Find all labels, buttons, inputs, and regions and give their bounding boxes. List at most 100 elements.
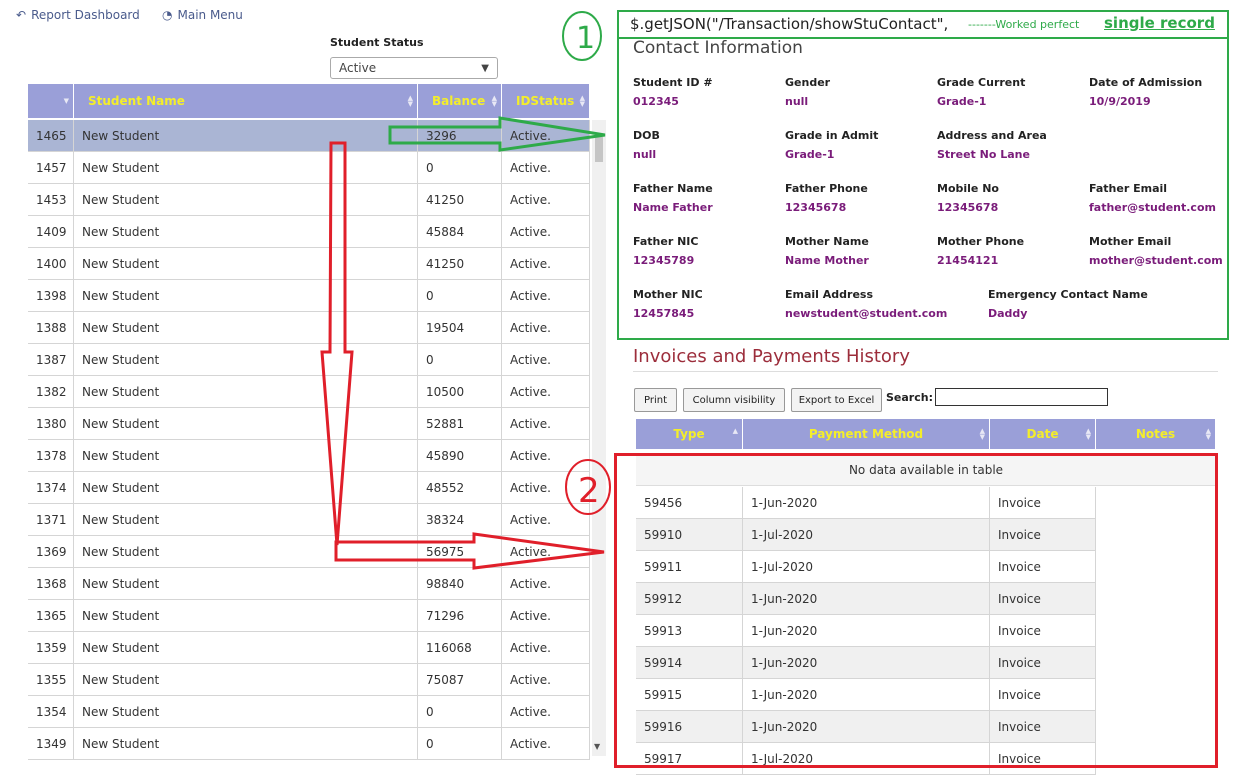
field-value: 012345	[633, 95, 679, 108]
cell-type: 59910	[636, 519, 743, 551]
table-row[interactable]: 1365 New Student 71296 Active.	[28, 600, 590, 632]
table-row[interactable]: 59916 1-Jun-2020 Invoice	[636, 711, 1096, 743]
cell-student-name: New Student	[74, 696, 418, 727]
cell-type: 59456	[636, 487, 743, 519]
table-row[interactable]: 1368 New Student 98840 Active.	[28, 568, 590, 600]
table-row[interactable]: 1355 New Student 75087 Active.	[28, 664, 590, 696]
cell-id: 1400	[28, 248, 74, 279]
table-row[interactable]: 1359 New Student 116068 Active.	[28, 632, 590, 664]
scrollbar-thumb[interactable]	[595, 137, 603, 162]
table-row[interactable]: 1465 New Student 3296 Active.	[28, 120, 590, 152]
table-row[interactable]: 1380 New Student 52881 Active.	[28, 408, 590, 440]
students-scrollbar[interactable]	[592, 120, 606, 756]
table-row[interactable]: 1371 New Student 38324 Active.	[28, 504, 590, 536]
table-row[interactable]: 1387 New Student 0 Active.	[28, 344, 590, 376]
table-row[interactable]: 1369 New Student 56975 Active.	[28, 536, 590, 568]
students-table-body: 1465 New Student 3296 Active. 1457 New Studen…	[28, 120, 590, 760]
cell-balance: 45890	[418, 440, 502, 471]
student-status-select[interactable]: Active ▼	[330, 57, 498, 79]
column-header-balance[interactable]: Balance ▲ ▼	[418, 84, 502, 118]
cell-balance: 41250	[418, 184, 502, 215]
contact-highlight-box	[617, 10, 1229, 340]
column-header-label: Notes	[1135, 427, 1176, 441]
red-right-arrow-icon	[334, 532, 605, 570]
field-label: Father NIC	[633, 235, 699, 248]
table-row[interactable]: 1354 New Student 0 Active.	[28, 696, 590, 728]
sort-icon: ▲ ▼	[407, 94, 413, 108]
export-excel-button[interactable]: Export to Excel	[791, 388, 882, 412]
table-row[interactable]: 1388 New Student 19504 Active.	[28, 312, 590, 344]
field-value: Grade-1	[785, 148, 835, 161]
column-header-type[interactable]: Type ▲	[636, 419, 743, 449]
table-row[interactable]: 1349 New Student 0 Active.	[28, 728, 590, 760]
cell-student-name: New Student	[74, 568, 418, 599]
table-row[interactable]: 1398 New Student 0 Active.	[28, 280, 590, 312]
field-value: Grade-1	[937, 95, 987, 108]
cell-date: Invoice	[990, 551, 1096, 583]
cell-status: Active.	[502, 696, 590, 727]
cell-id: 1368	[28, 568, 74, 599]
table-row[interactable]: 59914 1-Jun-2020 Invoice	[636, 647, 1096, 679]
column-header-id[interactable]: ▼	[28, 84, 74, 118]
table-row[interactable]: 59912 1-Jun-2020 Invoice	[636, 583, 1096, 615]
red-down-arrow-icon	[320, 141, 354, 546]
table-row[interactable]: 1457 New Student 0 Active.	[28, 152, 590, 184]
table-row[interactable]: 59915 1-Jun-2020 Invoice	[636, 679, 1096, 711]
cell-student-name: New Student	[74, 248, 418, 279]
table-row[interactable]: 59911 1-Jul-2020 Invoice	[636, 551, 1096, 583]
table-row[interactable]: 1453 New Student 41250 Active.	[28, 184, 590, 216]
main-menu-link[interactable]: ◔ Main Menu	[162, 8, 243, 22]
cell-balance: 52881	[418, 408, 502, 439]
cell-status: Active.	[502, 728, 590, 759]
table-row[interactable]: 59913 1-Jun-2020 Invoice	[636, 615, 1096, 647]
cell-student-name: New Student	[74, 312, 418, 343]
print-button[interactable]: Print	[634, 388, 677, 412]
cell-payment-method: 1-Jun-2020	[743, 583, 990, 615]
cell-student-name: New Student	[74, 184, 418, 215]
column-header-date[interactable]: Date ▲ ▼	[990, 419, 1096, 449]
search-label: Search:	[886, 391, 933, 404]
cell-payment-method: 1-Jun-2020	[743, 679, 990, 711]
column-visibility-button[interactable]: Column visibility	[683, 388, 785, 412]
cell-type: 59912	[636, 583, 743, 615]
table-row[interactable]: 1374 New Student 48552 Active.	[28, 472, 590, 504]
table-row[interactable]: 1400 New Student 41250 Active.	[28, 248, 590, 280]
cell-date: Invoice	[990, 615, 1096, 647]
annotation-single-record: single record	[1104, 14, 1215, 32]
cell-status: Active.	[502, 216, 590, 247]
cell-type: 59916	[636, 711, 743, 743]
table-row[interactable]: 1382 New Student 10500 Active.	[28, 376, 590, 408]
cell-student-name: New Student	[74, 216, 418, 247]
table-row[interactable]: 59917 1-Jul-2020 Invoice	[636, 743, 1096, 775]
field-label: Father Email	[1089, 182, 1168, 195]
table-row[interactable]: 59456 1-Jun-2020 Invoice	[636, 487, 1096, 519]
column-header-notes[interactable]: Notes ▲ ▼	[1096, 419, 1216, 449]
column-header-label: Balance	[432, 94, 486, 108]
cell-id: 1409	[28, 216, 74, 247]
cell-student-name: New Student	[74, 504, 418, 535]
field-label: Gender	[785, 76, 831, 89]
cell-balance: 10500	[418, 376, 502, 407]
back-arrow-icon: ↶	[16, 8, 27, 22]
field-label: Address and Area	[937, 129, 1047, 142]
scroll-down-icon[interactable]: ▼	[594, 742, 601, 751]
contact-highlight-divider	[617, 37, 1229, 39]
field-label: Date of Admission	[1089, 76, 1203, 89]
cell-id: 1387	[28, 344, 74, 375]
field-value: 12345678	[937, 201, 999, 214]
column-header-label: Type	[673, 427, 705, 441]
cell-payment-method: 1-Jun-2020	[743, 647, 990, 679]
cell-status: Active.	[502, 664, 590, 695]
column-header-student-name[interactable]: Student Name ▲ ▼	[74, 84, 418, 118]
report-dashboard-link[interactable]: ↶ Report Dashboard	[16, 8, 140, 22]
table-row[interactable]: 59910 1-Jul-2020 Invoice	[636, 519, 1096, 551]
cell-payment-method: 1-Jun-2020	[743, 487, 990, 519]
column-header-payment-method[interactable]: Payment Method ▲ ▼	[743, 419, 990, 449]
column-header-idstatus[interactable]: IDStatus ▲ ▼	[502, 84, 590, 118]
cell-payment-method: 1-Jul-2020	[743, 519, 990, 551]
table-row[interactable]: 1409 New Student 45884 Active.	[28, 216, 590, 248]
table-row[interactable]: 1378 New Student 45890 Active.	[28, 440, 590, 472]
cell-balance: 0	[418, 696, 502, 727]
search-input[interactable]	[935, 388, 1108, 406]
